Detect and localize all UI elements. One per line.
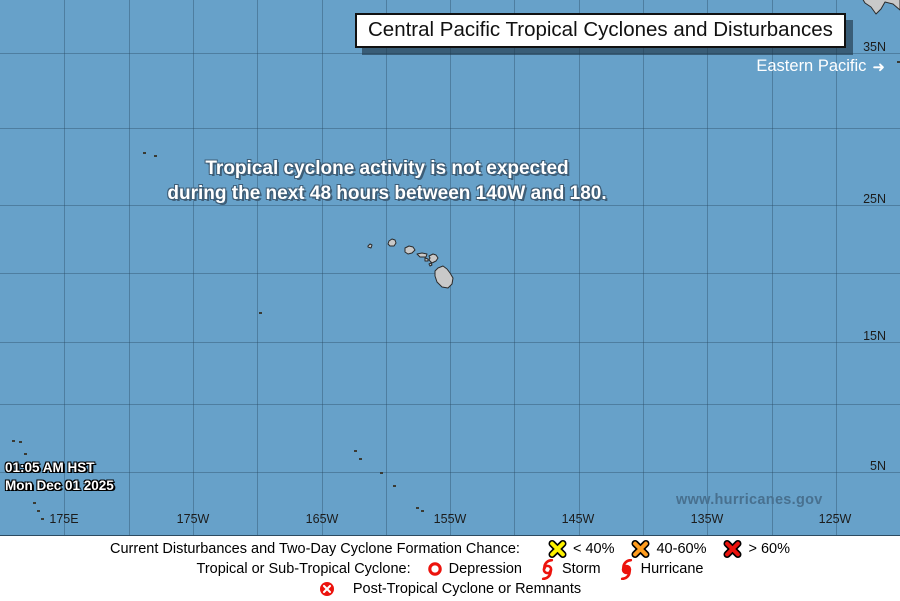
map-canvas: Central Pacific Tropical Cyclones and Di… [0, 0, 900, 536]
island-speck [421, 510, 424, 512]
legend-item-storm: Storm [539, 558, 601, 580]
legend-storm-label: Storm [561, 561, 601, 577]
legend-depression-label: Depression [448, 561, 522, 577]
latitude-label: 5N [870, 459, 886, 473]
island-kahoolawe [428, 262, 433, 267]
gridline-vertical [257, 0, 259, 535]
eastern-pacific-link[interactable]: Eastern Pacific ➜ [756, 57, 885, 76]
island-speck [380, 472, 383, 474]
page-title: Central Pacific Tropical Cyclones and Di… [355, 13, 846, 48]
longitude-label: 175W [176, 512, 210, 526]
gridline-vertical [514, 0, 516, 535]
x-mark-red-icon [723, 540, 742, 558]
island-speck [33, 502, 36, 504]
legend: Current Disturbances and Two-Day Cyclone… [0, 536, 900, 601]
gridline-vertical [64, 0, 66, 535]
island-hawaii-big-island [434, 265, 454, 289]
legend-row1-label: Current Disturbances and Two-Day Cyclone… [110, 541, 520, 557]
north-america-coastline [862, 0, 900, 15]
x-mark-yellow-icon [548, 540, 567, 558]
island-speck [154, 155, 157, 157]
timestamp-time: 01:05 AM HST [5, 460, 95, 475]
island-kauai [387, 238, 397, 247]
legend-item-depression: Depression [427, 561, 522, 577]
legend-item-40-60: 40-60% [631, 540, 706, 558]
gridline-vertical [578, 0, 580, 535]
gridline-vertical [707, 0, 709, 535]
gridline-vertical [128, 0, 130, 535]
issuance-timestamp: 01:05 AM HST Mon Dec 01 2025 [5, 459, 114, 495]
gridline-vertical [321, 0, 323, 535]
legend-post-tropical-label: Post-Tropical Cyclone or Remnants [352, 581, 582, 597]
island-speck [354, 450, 357, 452]
island-speck [393, 485, 396, 487]
gridline-vertical [192, 0, 194, 535]
island-speck [37, 510, 40, 512]
depression-icon [427, 562, 442, 576]
gridline-horizontal [0, 404, 900, 405]
latitude-label: 25N [863, 192, 886, 206]
right-arrow-icon: ➜ [872, 58, 885, 76]
island-lanai [424, 257, 429, 262]
hurricane-icon [620, 558, 632, 580]
longitude-label: 165W [305, 512, 339, 526]
gridline-vertical [450, 0, 452, 535]
island-speck [24, 453, 27, 455]
legend-hurricane-label: Hurricane [640, 561, 704, 577]
island-oahu [404, 245, 416, 255]
outlook-message-line2: during the next 48 hours between 140W an… [167, 182, 607, 204]
island-niihau [367, 243, 373, 249]
legend-row-cyclone-types: Tropical or Sub-Tropical Cyclone: Depres… [0, 558, 900, 580]
timestamp-date: Mon Dec 01 2025 [5, 478, 114, 494]
longitude-label: 145W [561, 512, 595, 526]
gridline-horizontal [0, 128, 900, 129]
legend-40-60-label: 40-60% [656, 541, 707, 557]
latitude-label: 15N [863, 329, 886, 343]
legend-item-gt60: > 60% [723, 540, 790, 558]
storm-icon [541, 558, 554, 580]
island-speck [143, 152, 146, 154]
island-speck [359, 458, 362, 460]
gridline-horizontal [0, 53, 900, 54]
island-speck [259, 312, 262, 314]
legend-item-post-tropical: Post-Tropical Cyclone or Remnants [319, 581, 581, 597]
legend-row-post-tropical: Post-Tropical Cyclone or Remnants [0, 579, 900, 599]
gridline-horizontal [0, 472, 900, 473]
post-tropical-icon [319, 582, 334, 596]
latitude-label: 35N [863, 40, 886, 54]
gridline-horizontal [0, 342, 900, 343]
outlook-message: Tropical cyclone activity is not expecte… [40, 157, 734, 206]
island-speck [19, 441, 22, 443]
legend-gt60-label: > 60% [748, 541, 790, 557]
longitude-label: 125W [818, 512, 852, 526]
island-speck [12, 440, 15, 442]
hurricanes-gov-watermark: www.hurricanes.gov [676, 492, 823, 508]
longitude-label: 155W [433, 512, 467, 526]
gridline-vertical [385, 0, 387, 535]
longitude-label: 135W [690, 512, 724, 526]
island-molokai [416, 252, 428, 258]
gridline-vertical [771, 0, 773, 535]
eastern-pacific-link-label: Eastern Pacific [756, 57, 867, 75]
x-mark-orange-icon [631, 540, 650, 558]
longitude-label: 175E [49, 512, 79, 526]
legend-row-formation-chance: Current Disturbances and Two-Day Cyclone… [0, 539, 900, 559]
gridline-vertical [835, 0, 837, 535]
legend-item-hurricane: Hurricane [618, 558, 704, 580]
legend-item-lt40: < 40% [548, 540, 615, 558]
island-speck [41, 518, 44, 520]
island-speck [897, 61, 900, 63]
gridline-vertical [643, 0, 644, 535]
outlook-message-line1: Tropical cyclone activity is not expecte… [205, 158, 569, 179]
legend-row2-label: Tropical or Sub-Tropical Cyclone: [196, 561, 411, 577]
legend-lt40-label: < 40% [572, 541, 615, 557]
island-maui [428, 253, 439, 264]
hawaiian-islands [367, 238, 454, 289]
island-speck [416, 507, 419, 509]
gridline-horizontal [0, 205, 900, 206]
